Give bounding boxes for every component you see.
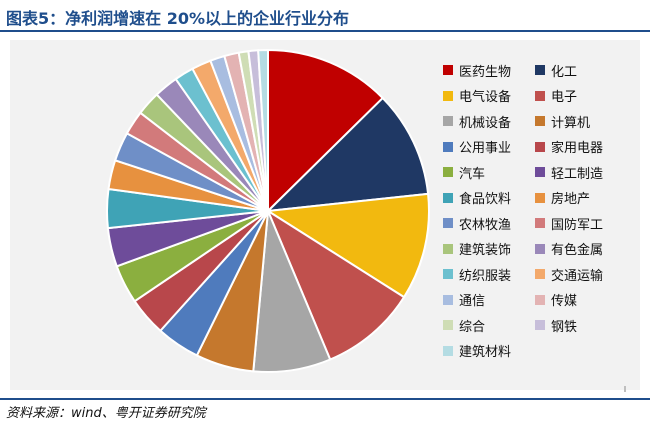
legend-swatch <box>443 320 453 330</box>
legend-item: 电子 <box>535 86 577 106</box>
legend-item: 通信 <box>443 290 485 310</box>
legend-label: 国防军工 <box>551 217 604 233</box>
legend-swatch <box>535 218 545 228</box>
legend-label: 食品饮料 <box>459 192 512 207</box>
legend-label: 家用电器 <box>551 141 604 156</box>
legend-item: 化工 <box>535 60 577 80</box>
legend-swatch <box>535 192 545 203</box>
legend-swatch <box>443 141 453 152</box>
legend-swatch <box>443 243 453 254</box>
legend-label: 综合 <box>459 319 486 335</box>
legend-item: 轻工制造 <box>535 162 603 182</box>
pie-chart <box>106 48 430 373</box>
legend-label: 建筑材料 <box>459 345 512 360</box>
legend-swatch <box>535 243 545 254</box>
legend-label: 交通运输 <box>551 268 604 284</box>
legend-swatch <box>443 345 453 356</box>
legend-item: 国防军工 <box>535 213 603 233</box>
legend-label: 农林牧渔 <box>459 217 512 233</box>
legend-swatch <box>535 269 545 279</box>
legend-item: 医药生物 <box>443 60 511 80</box>
chart-area: 医药生物 化工电气设备 电子机械设备 计算机公用事业 家用电器汽车 轻工制造食品饮料 房地产… <box>10 40 640 390</box>
legend-item: 钢铁 <box>535 315 577 335</box>
legend-swatch <box>443 218 453 228</box>
legend-item: 计算机 <box>535 111 590 131</box>
legend-label: 公用事业 <box>459 141 512 156</box>
pie-slice-电气设备 <box>265 192 430 299</box>
pie-slice-建筑材料 <box>257 48 269 212</box>
legend-swatch <box>443 294 453 305</box>
legend-label: 通信 <box>459 294 486 309</box>
legend-label: 化工 <box>551 64 578 80</box>
legend-item: 综合 <box>443 315 485 335</box>
pie-slice-医药生物 <box>267 48 385 214</box>
legend-swatch <box>535 116 545 126</box>
legend-item: 农林牧渔 <box>443 213 511 233</box>
legend-item: 纺织服装 <box>443 264 511 284</box>
legend-item: 机械设备 <box>443 111 511 131</box>
legend-item: 建筑装饰 <box>443 239 511 259</box>
legend-label: 电气设备 <box>459 90 512 105</box>
legend-item: 汽车 <box>443 162 485 182</box>
legend-label: 房地产 <box>551 192 591 207</box>
legend-label: 机械设备 <box>459 115 512 131</box>
legend-swatch <box>535 294 545 305</box>
legend-item: 公用事业 <box>443 137 511 157</box>
legend-item: 建筑材料 <box>443 341 511 361</box>
legend-label: 传媒 <box>551 294 578 309</box>
legend-item: 家用电器 <box>535 137 603 157</box>
legend-item: 传媒 <box>535 290 577 310</box>
header-divider <box>0 30 650 32</box>
footer-divider <box>0 398 650 400</box>
legend-item: 电气设备 <box>443 86 511 106</box>
legend-label: 钢铁 <box>551 319 578 335</box>
legend-swatch <box>443 167 453 177</box>
legend-label: 汽车 <box>459 166 486 182</box>
legend-swatch <box>443 269 453 279</box>
legend-label: 有色金属 <box>551 243 604 258</box>
source-note: 资料来源：wind、粤开证券研究院 <box>6 406 206 421</box>
legend-swatch <box>535 90 545 101</box>
legend-item: 食品饮料 <box>443 188 511 208</box>
legend-label: 计算机 <box>551 115 591 131</box>
legend-swatch <box>535 141 545 152</box>
legend-swatch <box>443 116 453 126</box>
figure-title: 图表5：净利润增速在 20%以上的企业行业分布 <box>6 9 350 28</box>
legend-swatch <box>535 320 545 330</box>
legend-swatch <box>443 90 453 101</box>
legend-item: 有色金属 <box>535 239 603 259</box>
legend-label: 纺织服装 <box>459 268 512 284</box>
legend-swatch <box>535 167 545 177</box>
pie-slice-电子 <box>265 208 406 361</box>
legend-item: 交通运输 <box>535 264 603 284</box>
legend-swatch <box>443 65 453 75</box>
pie-slice-化工 <box>265 96 430 213</box>
corner-tick <box>624 386 626 392</box>
legend-item: 房地产 <box>535 188 590 208</box>
legend-label: 电子 <box>551 90 578 105</box>
legend-swatch <box>535 65 545 75</box>
legend-swatch <box>443 192 453 203</box>
legend-label: 医药生物 <box>459 64 512 80</box>
legend-label: 建筑装饰 <box>459 243 512 258</box>
legend-label: 轻工制造 <box>551 166 604 182</box>
figure-header: 图表5：净利润增速在 20%以上的企业行业分布 <box>0 0 650 30</box>
